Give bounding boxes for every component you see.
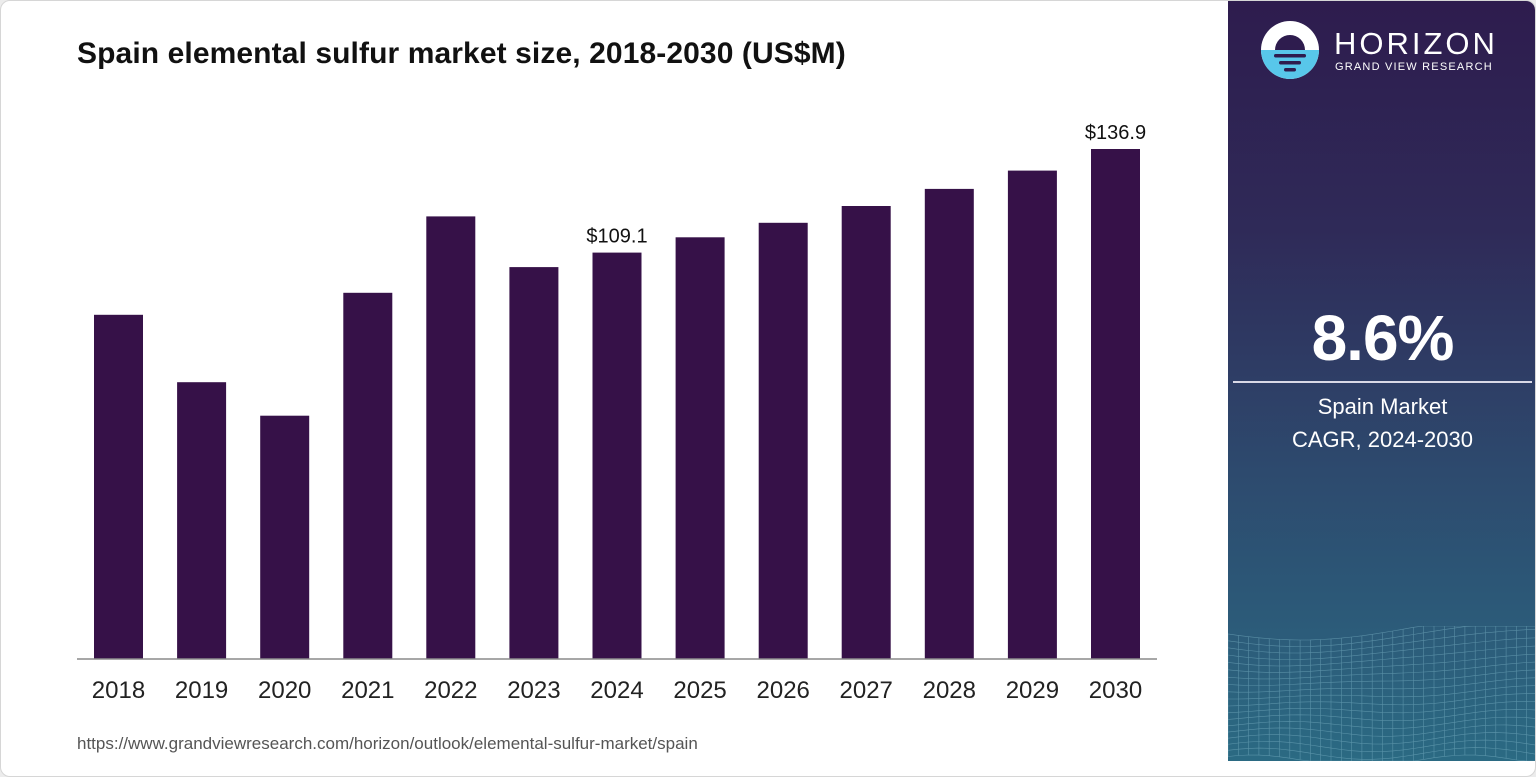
x-tick-label: 2018: [92, 677, 145, 704]
divider: [1233, 381, 1532, 383]
source-url: https://www.grandviewresearch.com/horizo…: [77, 734, 698, 753]
x-tick-label: 2030: [1089, 677, 1142, 704]
bar-2019: [177, 382, 227, 659]
bar-2028: [924, 188, 974, 659]
bar-2023: [509, 267, 559, 659]
x-tick-label: 2019: [175, 677, 228, 704]
x-tick-label: 2021: [341, 677, 394, 704]
brand-subtitle: GRAND VIEW RESEARCH: [1335, 61, 1493, 73]
x-tick-label: 2022: [424, 677, 477, 704]
bar-2020: [260, 415, 310, 659]
x-tick-label: 2027: [840, 677, 893, 704]
x-tick-label: 2020: [258, 677, 311, 704]
cagr-label-market: Spain Market: [1317, 394, 1448, 419]
brand-name: HORIZON: [1334, 26, 1498, 61]
summary-panel: HORIZON GRAND VIEW RESEARCH 8.6% Spain M…: [1228, 1, 1535, 761]
bar-chart: 2018 2019 2020 2021 2022 2023 2024 2025 2026 2027…: [77, 122, 1157, 704]
data-label: $109.1: [586, 226, 647, 248]
bar-2022: [426, 216, 476, 659]
x-tick-label: 2023: [507, 677, 560, 704]
bar-2018: [94, 314, 143, 659]
x-tick-label: 2024: [590, 677, 643, 704]
cagr-value: 8.6%: [1311, 302, 1455, 374]
bar-2030: [1091, 149, 1140, 659]
sunset-logo-icon: [1261, 21, 1319, 79]
bar-2027: [841, 206, 891, 659]
decorative-mesh: [1228, 626, 1535, 761]
horizon-logo: HORIZON GRAND VIEW RESEARCH: [1260, 20, 1520, 80]
x-tick-label: 2028: [923, 677, 976, 704]
bar-2021: [343, 292, 393, 659]
bar-2024: [592, 252, 642, 659]
bar-2026: [758, 222, 808, 660]
chart-title: Spain elemental sulfur market size, 2018…: [77, 37, 846, 70]
data-label: $136.9: [1085, 122, 1146, 144]
bar-2029: [1007, 170, 1057, 659]
x-tick-label: 2026: [757, 677, 810, 704]
cagr-label-period: CAGR, 2024-2030: [1292, 427, 1473, 452]
x-tick-label: 2025: [673, 677, 726, 704]
x-tick-label: 2029: [1006, 677, 1059, 704]
bar-2025: [675, 237, 725, 660]
